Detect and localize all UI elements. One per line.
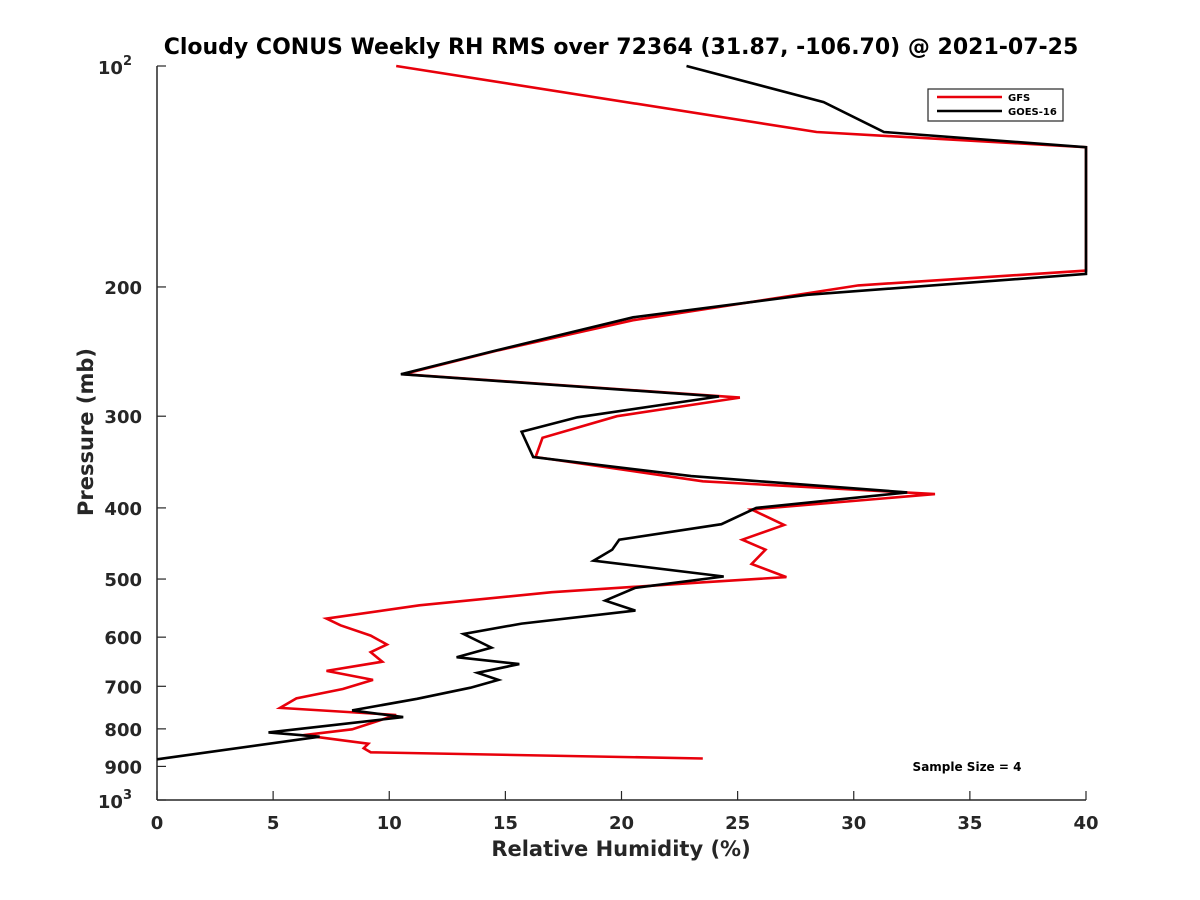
y-tick-label: 300 bbox=[104, 407, 142, 428]
y-tick-label: 103 bbox=[98, 788, 132, 813]
y-tick-label: 200 bbox=[104, 278, 142, 299]
legend-label-gfs: GFS bbox=[1008, 93, 1030, 104]
legend-box bbox=[927, 88, 1064, 122]
x-tick-label: 35 bbox=[957, 813, 982, 834]
x-tick-label: 15 bbox=[493, 813, 518, 834]
y-tick-base: 10 bbox=[98, 58, 123, 79]
y-tick-label: 900 bbox=[104, 757, 142, 778]
sample-size-annotation: Sample Size = 4 bbox=[913, 760, 1022, 774]
x-tick-label: 5 bbox=[267, 813, 280, 834]
x-tick-label: 20 bbox=[609, 813, 634, 834]
y-axis-label: Pressure (mb) bbox=[74, 348, 98, 516]
legend: GFS GOES-16 bbox=[927, 88, 1064, 122]
x-tick-label: 0 bbox=[151, 813, 164, 834]
y-tick-label: 700 bbox=[104, 677, 142, 698]
series-line-gfs bbox=[275, 64, 1088, 760]
series-layer bbox=[156, 64, 1088, 761]
y-tick-label: 600 bbox=[104, 628, 142, 649]
x-tick-label: 25 bbox=[725, 813, 750, 834]
axes: 0 5 10 15 20 25 30 35 40102200300400500600700800… bbox=[98, 54, 1099, 834]
x-tick-label: 40 bbox=[1073, 813, 1098, 834]
series-line-goes-16 bbox=[156, 64, 1088, 761]
x-tick-label: 30 bbox=[841, 813, 866, 834]
y-tick-label: 400 bbox=[104, 499, 142, 520]
chart-title: Cloudy CONUS Weekly RH RMS over 72364 (3… bbox=[164, 35, 1079, 60]
x-axis-label: Relative Humidity (%) bbox=[491, 837, 750, 861]
y-tick-exponent: 3 bbox=[123, 788, 132, 803]
y-tick-exponent: 2 bbox=[123, 54, 132, 69]
legend-label-goes-16: GOES-16 bbox=[1008, 107, 1057, 118]
x-tick-label: 10 bbox=[377, 813, 402, 834]
y-tick-label: 500 bbox=[104, 570, 142, 591]
y-tick-label: 102 bbox=[98, 54, 132, 79]
y-tick-label: 800 bbox=[104, 720, 142, 741]
y-tick-base: 10 bbox=[98, 792, 123, 813]
